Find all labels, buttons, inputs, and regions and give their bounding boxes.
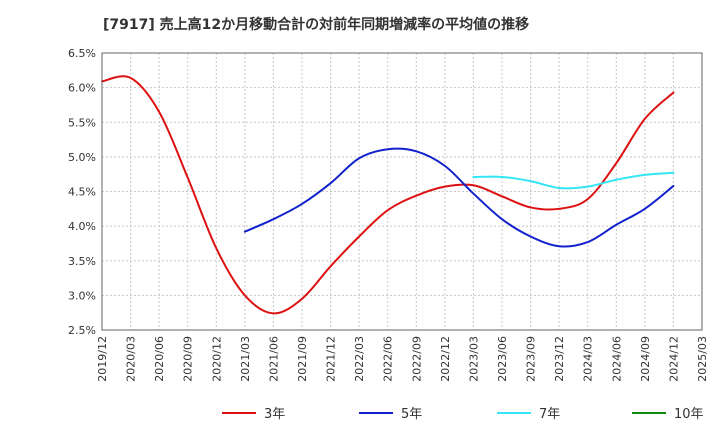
- legend-label: 10年: [674, 407, 704, 422]
- x-tick-label: 2021/09: [296, 336, 309, 382]
- x-tick-label: 2022/06: [382, 336, 395, 382]
- grid: [101, 52, 703, 331]
- y-tick-label: 5.0%: [68, 151, 96, 164]
- x-tick-label: 2024/03: [582, 336, 595, 382]
- x-tick-label: 2023/03: [467, 336, 480, 382]
- y-tick-label: 4.5%: [68, 186, 96, 199]
- y-tick-label: 3.5%: [68, 255, 96, 268]
- x-tick-label: 2020/09: [182, 336, 195, 382]
- x-tick-label: 2022/09: [410, 336, 423, 382]
- series-line-3: [472, 171, 675, 190]
- legend-label: 3年: [264, 407, 285, 422]
- x-tick-label: 2023/12: [553, 336, 566, 382]
- x-tick-label: 2021/06: [267, 336, 280, 382]
- series-line-1: [101, 75, 675, 315]
- x-tick-label: 2023/06: [496, 336, 509, 382]
- y-tick-label: 6.0%: [68, 82, 96, 95]
- x-tick-label: 2019/12: [96, 336, 109, 382]
- x-tick-label: 2025/03: [696, 336, 709, 382]
- x-tick-label: 2021/12: [325, 336, 338, 382]
- y-tick-label: 4.0%: [68, 220, 96, 233]
- y-tick-label: 2.5%: [68, 324, 96, 337]
- legend-label: 7年: [539, 407, 560, 422]
- plot-frame: [101, 52, 703, 331]
- x-tick-label: 2024/12: [667, 336, 680, 382]
- legend-label: 5年: [401, 407, 422, 422]
- series-lines: [101, 75, 675, 315]
- x-tick-label: 2024/06: [610, 336, 623, 382]
- x-tick-label: 2024/09: [639, 336, 652, 382]
- series-line-2: [243, 147, 675, 248]
- y-tick-label: 5.5%: [68, 116, 96, 129]
- x-tick-label: 2021/03: [239, 336, 252, 382]
- x-axis-ticks: 2019/12 2020/03 2020/06 2020/09 2020/12 2021/…: [96, 336, 709, 382]
- x-tick-label: 2022/12: [439, 336, 452, 382]
- y-tick-label: 6.5%: [68, 47, 96, 60]
- x-tick-label: 2022/03: [353, 336, 366, 382]
- chart-title: [7917] 売上高12か月移動合計の対前年同期増減率の平均値の推移: [103, 17, 530, 33]
- x-tick-label: 2020/12: [210, 336, 223, 382]
- x-tick-label: 2020/06: [153, 336, 166, 382]
- y-tick-label: 3.0%: [68, 289, 96, 302]
- x-tick-label: 2020/03: [125, 336, 138, 382]
- x-tick-label: 2023/09: [525, 336, 538, 382]
- legend: 3年 5年 7年 10年: [222, 407, 704, 422]
- y-axis-ticks: 2.5% 3.0% 3.5% 4.0% 4.5% 5.0% 5.5% 6.0% 6.5%: [68, 47, 96, 337]
